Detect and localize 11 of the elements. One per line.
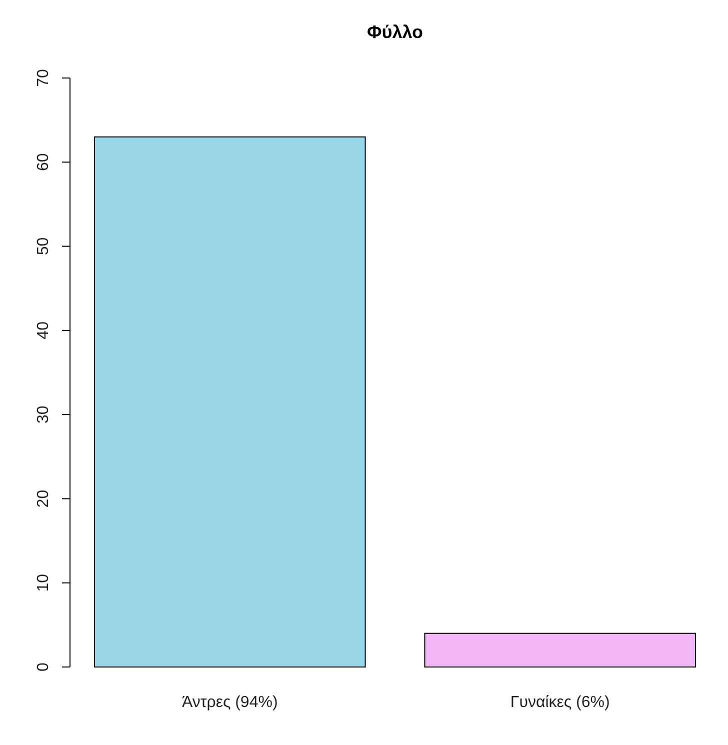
x-tick-label: Άντρες (94%) <box>182 694 278 711</box>
y-tick-label: 20 <box>35 490 52 508</box>
y-tick-label: 70 <box>35 69 52 87</box>
y-tick-label: 50 <box>35 237 52 256</box>
y-tick-label: 40 <box>35 321 52 340</box>
y-tick-label: 30 <box>35 406 52 424</box>
y-tick-label: 10 <box>35 574 52 592</box>
y-tick-label: 60 <box>35 153 52 172</box>
chart-title: Φύλλο <box>366 22 424 42</box>
x-tick-label: Γυναίκες (6%) <box>510 694 610 711</box>
y-tick-label: 0 <box>35 662 52 672</box>
